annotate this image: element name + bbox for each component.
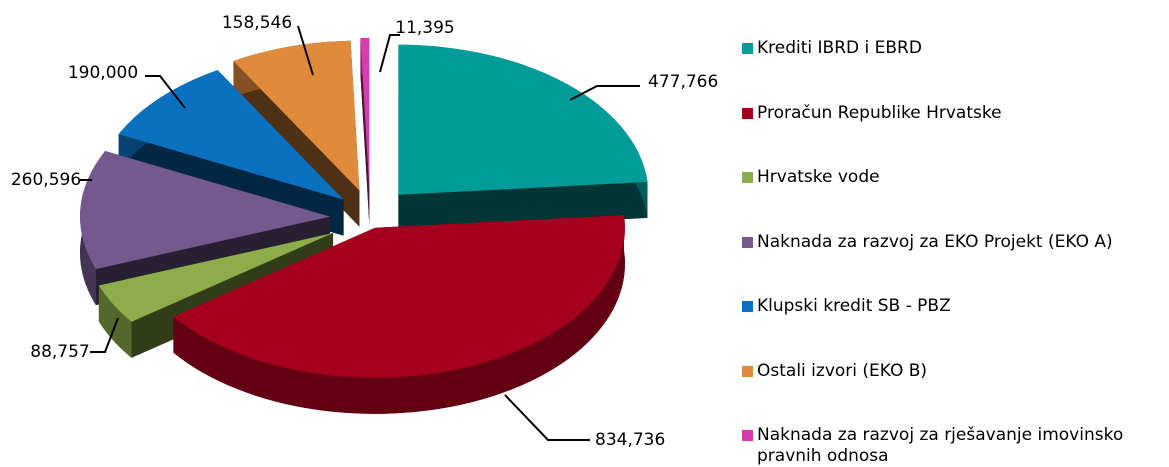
legend-label: Ostali izvori (EKO B) — [757, 360, 928, 381]
legend-item: Hrvatske vode — [742, 167, 1162, 188]
legend-item: Proračun Republike Hrvatske — [742, 103, 1162, 124]
slice — [360, 38, 370, 189]
leader-line — [90, 317, 119, 353]
data-label: 11,395 — [395, 18, 454, 38]
legend-label: Naknada za razvoj za EKO Projekt (EKO A) — [757, 231, 1113, 252]
legend-item: Naknada za razvoj za EKO Projekt (EKO A) — [742, 232, 1162, 253]
leader-line — [379, 34, 400, 73]
data-label: 88,757 — [30, 342, 89, 362]
data-label: 260,596 — [11, 170, 81, 190]
leader-line — [297, 25, 314, 76]
leader-line — [504, 394, 590, 441]
leader-line — [145, 75, 186, 109]
legend-swatch — [742, 236, 753, 248]
legend-swatch — [742, 365, 753, 377]
slice — [173, 214, 625, 378]
legend-item: Krediti IBRD i EBRD — [742, 38, 1162, 59]
legend-swatch — [742, 430, 753, 441]
slice — [98, 232, 334, 322]
legend-label: Klupski kredit SB - PBZ — [757, 296, 951, 316]
slice-wall — [360, 38, 370, 225]
slice — [80, 151, 331, 270]
legend-item: Ostali izvori (EKO B) — [742, 361, 1162, 382]
slice — [233, 40, 360, 191]
slice-side — [98, 285, 132, 358]
legend-item: Klupski kredit SB - PBZ — [742, 296, 1162, 317]
legend-label: Krediti IBRD i EBRD — [757, 38, 922, 58]
chart: 477,766 834,736 88,757 260,596 190,000 158,54… — [11, 13, 718, 450]
slice — [118, 70, 344, 200]
legend-swatch — [742, 172, 753, 183]
slice — [398, 44, 648, 195]
legend-swatch — [742, 43, 753, 54]
slice-side — [173, 214, 625, 414]
legend-swatch — [742, 107, 753, 119]
legend-label: Proračun Republike Hrvatske — [757, 102, 1002, 123]
legend-swatch — [742, 301, 753, 312]
leader-line — [569, 85, 640, 101]
data-label: 477,766 — [648, 72, 718, 92]
data-label: 834,736 — [595, 430, 665, 450]
data-label: 190,000 — [68, 63, 138, 83]
legend-label: Hrvatske vode — [757, 167, 880, 187]
data-label: 158,546 — [222, 13, 292, 33]
